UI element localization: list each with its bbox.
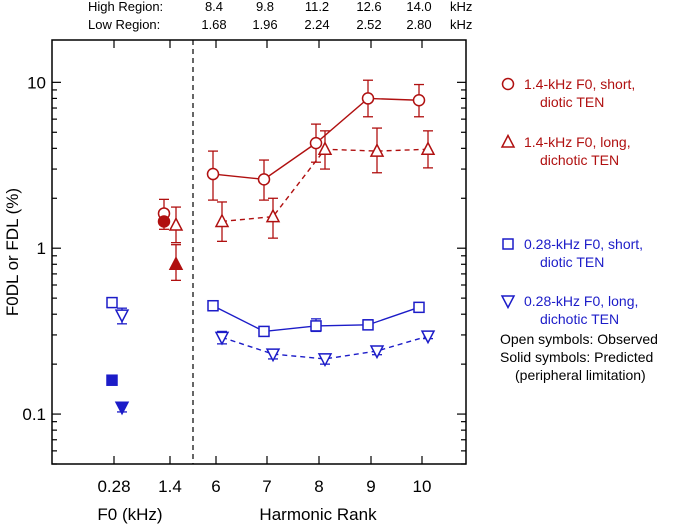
data-point [413,301,425,314]
low-region-unit: kHz [450,17,472,32]
data-point [369,142,385,157]
y-axis: 0.1 1 10 [22,73,466,465]
high-region-value: 11.2 [305,0,329,14]
x-tick-label: 1.4 [158,477,182,496]
legend-label-cont: dichotic TEN [540,311,619,327]
data-point [420,141,436,156]
legend-marker [501,77,515,91]
data-point [310,320,322,332]
series-3 [106,296,425,386]
data-point [214,213,230,228]
legend-note: (peripheral limitation) [515,367,646,383]
y-tick-label: 10 [27,73,46,92]
x-tick-label: 0.28 [97,477,130,496]
data-point [206,167,220,181]
x-tick-label: 10 [413,477,432,496]
top-header: High Region: Low Region: kHz kHz 8.4 9.8 1… [88,0,472,32]
high-region-unit: kHz [450,0,472,14]
legend-label: 1.4-kHz F0, long, [524,134,631,150]
low-region-value: 2.80 [406,17,431,32]
f0-observed-point [114,309,130,324]
legend-label-cont: dichotic TEN [540,152,619,168]
f0-observed-point [106,296,118,309]
legend-label-cont: diotic TEN [540,254,604,270]
y-axis-label: F0DL or FDL (%) [3,188,22,316]
y-tick-label: 0.1 [22,405,46,424]
data-point [265,208,281,223]
f0-predicted-point [168,256,184,271]
high-region-label: High Region: [88,0,163,14]
low-region-value: 1.96 [252,17,277,32]
legend-label: 0.28-kHz F0, long, [524,293,638,309]
legend-label-cont: diotic TEN [540,94,604,110]
plot-frame [51,39,467,465]
header-values: 8.4 9.8 11.2 12.6 14.0 1.68 1.96 2.24 2.52 2.80 [201,0,431,32]
f0-predicted-point [106,374,118,386]
legend-label: 0.28-kHz F0, short, [524,236,643,252]
low-region-value: 1.68 [201,17,226,32]
data-point [317,141,333,156]
data-point [420,330,436,345]
legend-marker [500,133,516,148]
low-region-value: 2.24 [304,17,329,32]
data-point [317,353,333,368]
data-point [258,325,270,338]
x-axis-label-left: F0 (kHz) [97,505,162,524]
high-region-value: 12.6 [356,0,381,14]
legend-note: Solid symbols: Predicted [500,349,653,365]
series-4 [114,307,436,416]
x-tick-label: 6 [211,477,220,496]
data-point [361,92,375,105]
high-region-value: 8.4 [205,0,223,14]
data-point [207,299,219,312]
data-point [369,345,385,360]
legend-marker [502,238,514,250]
legend-marker [500,295,516,310]
x-tick-label: 9 [366,477,375,496]
data-point [257,173,271,186]
x-tick-label: 8 [314,477,323,496]
x-tick-label: 7 [262,477,271,496]
series-1 [157,79,426,230]
x-axis: 0.28 1.4 6 7 8 9 10 [97,40,431,496]
f0-observed-point [168,216,184,231]
high-region-value: 14.0 [406,0,431,14]
series-2 [168,127,436,282]
data-point [362,319,374,331]
high-region-value: 9.8 [256,0,274,14]
y-tick-label: 1 [37,239,46,258]
f0-predicted-point [114,401,130,416]
legend-note: Open symbols: Observed [500,331,658,347]
data-point [309,136,323,150]
data-point [265,348,281,363]
low-region-label: Low Region: [88,17,160,32]
data-point [214,331,230,346]
f0-predicted-point [157,215,171,228]
x-axis-label-right: Harmonic Rank [259,505,377,524]
data-point [412,93,426,107]
legend-label: 1.4-kHz F0, short, [524,76,635,92]
low-region-value: 2.52 [356,17,381,32]
plot-series [106,79,436,416]
legend: 1.4-kHz F0, short, diotic TEN 1.4-kHz F0, … [500,76,658,383]
